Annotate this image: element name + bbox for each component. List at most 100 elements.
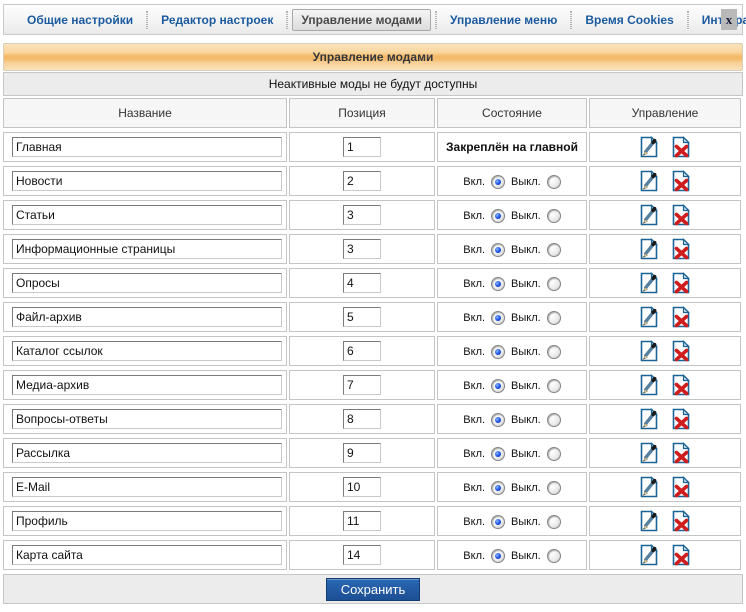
state-off-radio[interactable]	[546, 310, 561, 325]
delete-module-button[interactable]	[670, 476, 692, 498]
tab-settings-editor[interactable]: Редактор настроек	[161, 12, 274, 27]
module-name-input[interactable]	[12, 307, 282, 327]
edit-module-button[interactable]	[638, 374, 660, 396]
module-name-cell	[3, 370, 287, 400]
state-on-label: Вкл.	[463, 447, 486, 460]
module-name-cell	[3, 336, 287, 366]
state-radio-group: Вкл. Выкл.	[463, 514, 561, 529]
state-on-radio[interactable]	[491, 378, 506, 393]
table-row: Вкл. Выкл.	[3, 370, 741, 400]
module-position-input[interactable]	[343, 545, 381, 565]
state-off-radio[interactable]	[546, 174, 561, 189]
tab-integration[interactable]: Интеграция	[693, 10, 746, 30]
module-position-input[interactable]	[343, 443, 381, 463]
delete-module-button[interactable]	[670, 136, 692, 158]
edit-module-button[interactable]	[638, 204, 660, 226]
module-position-input[interactable]	[343, 307, 381, 327]
module-position-input[interactable]	[343, 273, 381, 293]
state-off-radio[interactable]	[546, 344, 561, 359]
edit-module-button[interactable]	[638, 408, 660, 430]
module-position-cell	[289, 268, 435, 298]
edit-module-button[interactable]	[638, 544, 660, 566]
state-on-radio[interactable]	[491, 208, 506, 223]
edit-document-icon	[641, 204, 659, 226]
module-position-input[interactable]	[343, 477, 381, 497]
module-name-input[interactable]	[12, 409, 282, 429]
delete-module-button[interactable]	[670, 544, 692, 566]
module-name-input[interactable]	[12, 239, 282, 259]
tab-manage-mods[interactable]: Управление модами	[292, 8, 432, 31]
module-position-cell	[289, 370, 435, 400]
state-radio-group: Вкл. Выкл.	[463, 174, 561, 189]
module-name-input[interactable]	[12, 545, 282, 565]
edit-module-button[interactable]	[638, 340, 660, 362]
module-position-input[interactable]	[343, 137, 381, 157]
state-off-radio[interactable]	[546, 446, 561, 461]
module-name-input[interactable]	[12, 205, 282, 225]
column-header-manage: Управление	[589, 98, 741, 128]
tab-cookies-time[interactable]: Время Cookies	[585, 12, 674, 27]
tab-manage-menu[interactable]: Управление меню	[450, 12, 558, 27]
module-position-input[interactable]	[343, 239, 381, 259]
delete-module-button[interactable]	[670, 510, 692, 532]
module-position-input[interactable]	[343, 511, 381, 531]
close-button[interactable]: x	[721, 9, 737, 30]
edit-module-button[interactable]	[638, 238, 660, 260]
edit-module-button[interactable]	[638, 170, 660, 192]
state-on-radio[interactable]	[491, 412, 506, 427]
state-off-radio[interactable]	[546, 276, 561, 291]
module-position-input[interactable]	[343, 409, 381, 429]
delete-module-button[interactable]	[670, 374, 692, 396]
state-off-radio[interactable]	[546, 548, 561, 563]
table-row: Вкл. Выкл.	[3, 302, 741, 332]
state-on-radio[interactable]	[491, 174, 506, 189]
state-on-radio[interactable]	[491, 446, 506, 461]
delete-module-button[interactable]	[670, 238, 692, 260]
delete-module-button[interactable]	[670, 204, 692, 226]
module-name-input[interactable]	[12, 443, 282, 463]
edit-module-button[interactable]	[638, 442, 660, 464]
module-name-input[interactable]	[12, 171, 282, 191]
tab-general-settings[interactable]: Общие настройки	[27, 12, 134, 27]
delete-module-button[interactable]	[670, 170, 692, 192]
state-off-radio[interactable]	[546, 514, 561, 529]
edit-module-button[interactable]	[638, 306, 660, 328]
state-on-radio[interactable]	[491, 480, 506, 495]
module-name-input[interactable]	[12, 375, 282, 395]
state-off-radio[interactable]	[546, 242, 561, 257]
delete-document-icon	[672, 170, 690, 192]
state-on-radio[interactable]	[491, 344, 506, 359]
edit-module-button[interactable]	[638, 476, 660, 498]
state-on-radio[interactable]	[491, 242, 506, 257]
edit-module-button[interactable]	[638, 272, 660, 294]
module-name-input[interactable]	[12, 341, 282, 361]
state-off-label: Выкл.	[511, 209, 541, 222]
state-radio-group: Вкл. Выкл.	[463, 242, 561, 257]
delete-module-button[interactable]	[670, 408, 692, 430]
state-on-radio[interactable]	[491, 548, 506, 563]
module-manage-cell	[589, 404, 741, 434]
module-name-input[interactable]	[12, 511, 282, 531]
module-position-input[interactable]	[343, 205, 381, 225]
module-name-input[interactable]	[12, 477, 282, 497]
module-position-input[interactable]	[343, 171, 381, 191]
delete-module-button[interactable]	[670, 442, 692, 464]
delete-module-button[interactable]	[670, 272, 692, 294]
state-off-radio[interactable]	[546, 412, 561, 427]
state-off-radio[interactable]	[546, 480, 561, 495]
delete-module-button[interactable]	[670, 340, 692, 362]
module-position-input[interactable]	[343, 341, 381, 361]
save-button[interactable]: Сохранить	[325, 577, 421, 601]
state-off-radio[interactable]	[546, 208, 561, 223]
edit-module-button[interactable]	[638, 136, 660, 158]
state-off-radio[interactable]	[546, 378, 561, 393]
state-on-radio[interactable]	[491, 514, 506, 529]
state-on-radio[interactable]	[491, 310, 506, 325]
edit-module-button[interactable]	[638, 510, 660, 532]
state-on-radio[interactable]	[491, 276, 506, 291]
module-manage-cell	[589, 132, 741, 162]
delete-module-button[interactable]	[670, 306, 692, 328]
module-name-input[interactable]	[12, 273, 282, 293]
module-position-input[interactable]	[343, 375, 381, 395]
module-name-input[interactable]	[12, 137, 282, 157]
